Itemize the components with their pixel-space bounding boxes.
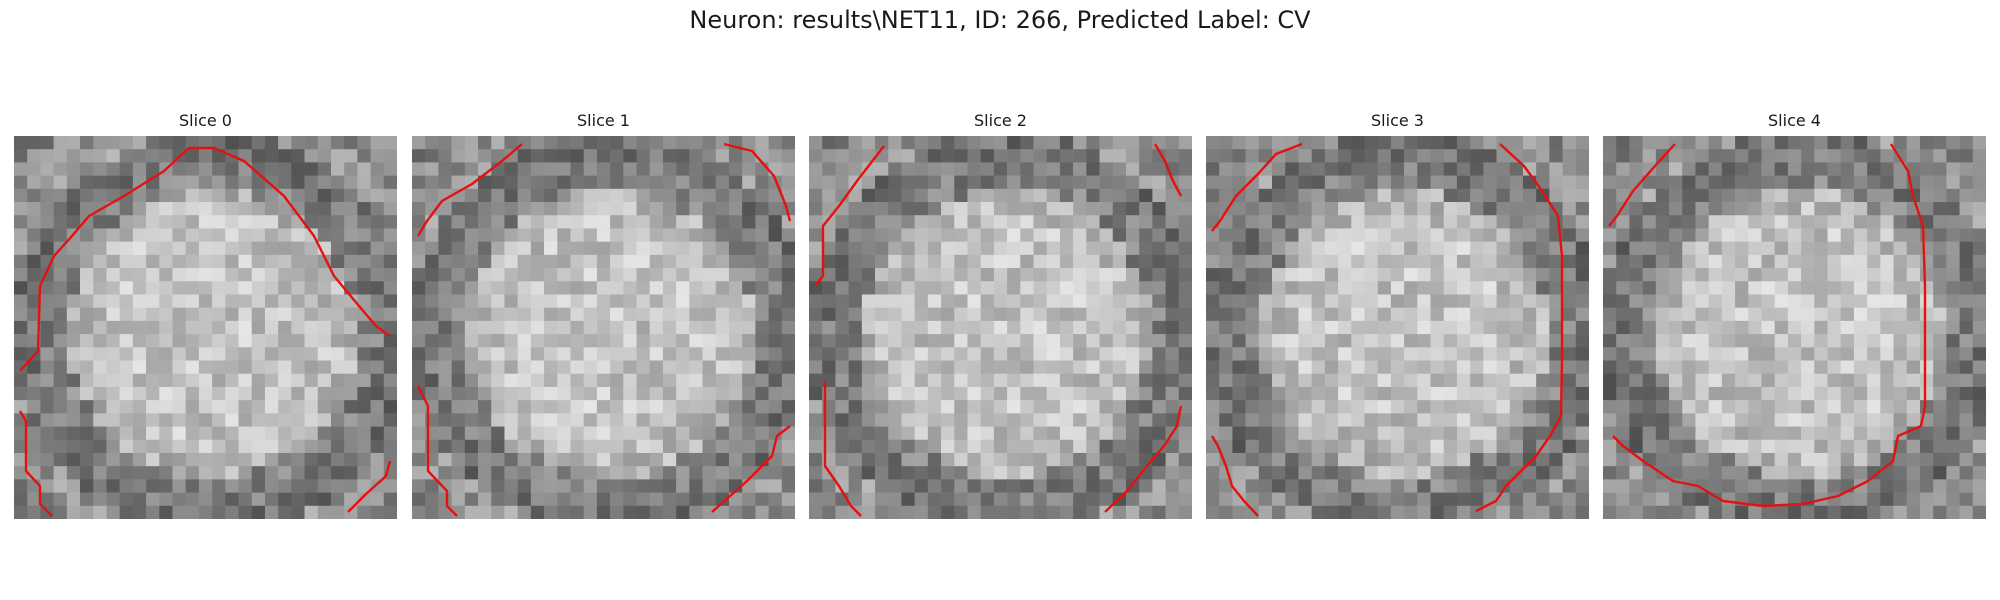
slice-panel-3: Slice 3 [1206,110,1589,519]
contour-line [18,410,53,517]
slice-title: Slice 3 [1371,111,1424,130]
slice-image [14,136,397,519]
slice-panel-2: Slice 2 [809,110,1192,519]
contour-line [1210,435,1259,517]
slice-image [1206,136,1589,519]
slice-panel-0: Slice 0 [14,110,397,519]
contour-line [416,385,458,517]
contour-line [416,143,523,237]
slice-image [412,136,795,519]
contour-line [1211,142,1303,232]
contour-line [711,425,791,513]
figure-title: Neuron: results\NET11, ID: 266, Predicte… [689,6,1311,34]
contour-line [347,460,392,513]
slice-panel-1: Slice 1 [412,110,795,519]
slice-title: Slice 0 [179,111,232,130]
contour-line [19,146,391,372]
contour-line [1608,143,1676,227]
contour-line [823,381,862,517]
contour-line [1612,143,1927,508]
contour-line [814,145,885,287]
slice-title: Slice 4 [1768,111,1821,130]
contour-line [1475,143,1564,513]
slice-title: Slice 2 [974,111,1027,130]
contour-line [1104,405,1183,513]
contour-line [723,142,792,222]
slice-panel-4: Slice 4 [1603,110,1986,519]
slice-image [1603,136,1986,519]
slice-image [809,136,1192,519]
contour-line [1153,143,1183,197]
slice-title: Slice 1 [577,111,630,130]
